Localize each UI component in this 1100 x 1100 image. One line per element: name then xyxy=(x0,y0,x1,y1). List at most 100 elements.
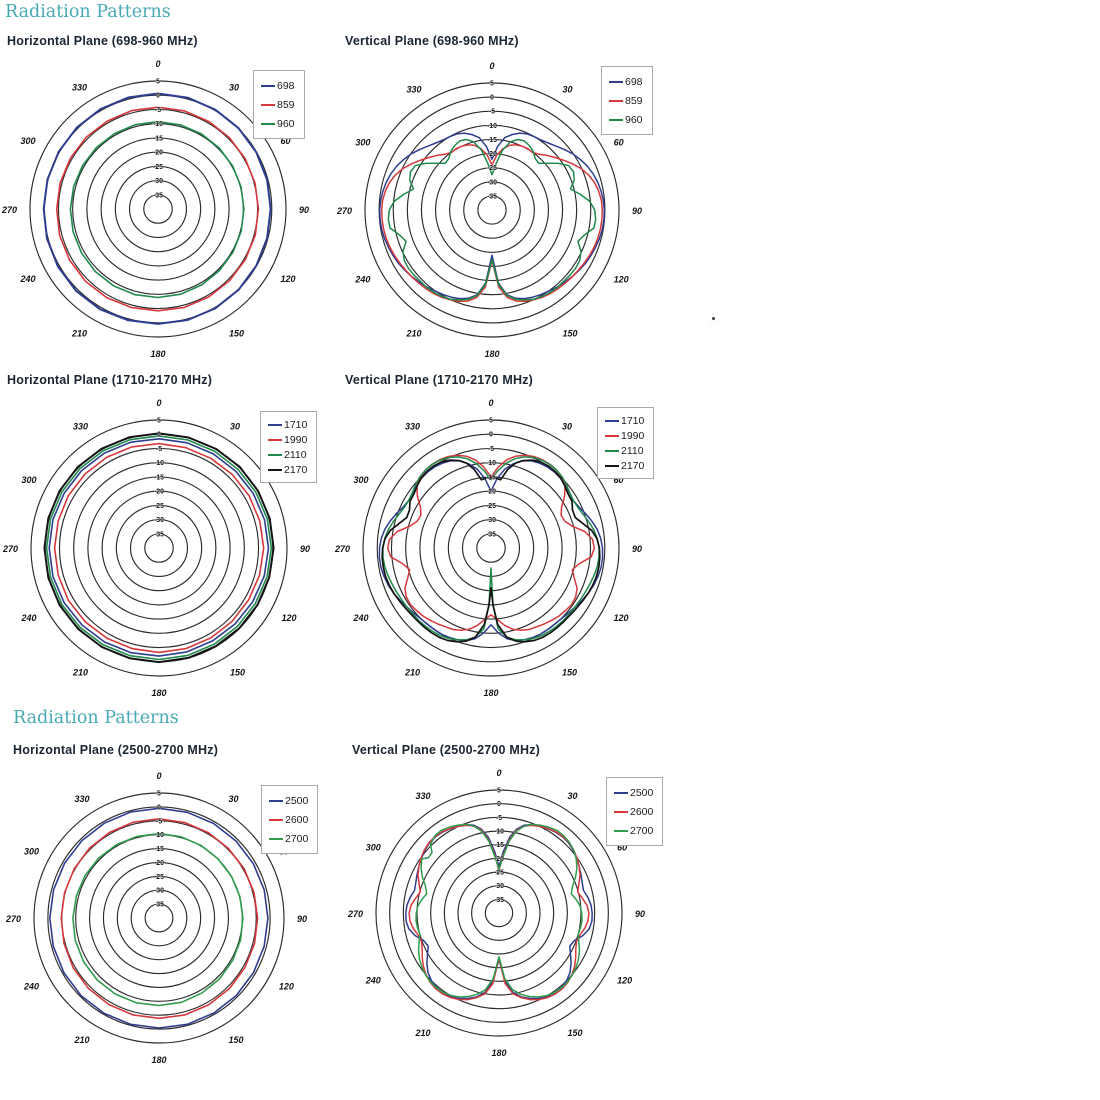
angle-label-60: 60 xyxy=(614,475,624,485)
radial-tick-label: -15 xyxy=(486,474,496,481)
angle-label-180: 180 xyxy=(491,1048,506,1058)
series-2500-curve xyxy=(405,823,593,1000)
legend-label: 2110 xyxy=(621,444,644,457)
legend-label: 2700 xyxy=(285,832,309,845)
angle-label-60: 60 xyxy=(617,843,627,853)
series-960-curve xyxy=(69,120,245,299)
angle-label-330: 330 xyxy=(406,84,421,94)
section-heading-radiation-patterns-1: Radiation Patterns xyxy=(5,2,171,22)
series-1990-curve xyxy=(386,454,596,632)
angle-label-30: 30 xyxy=(230,421,240,431)
angle-label-270: 270 xyxy=(336,206,352,216)
grid-ring xyxy=(87,476,231,620)
polar-plot-horizontal-1710-2170: 50-5-10-15-20-25-30-35030609012015018021… xyxy=(2,398,310,698)
polar-plot-horizontal-698-960: 5 0 -5 -10 -15 -20 -25 -30 -35 0 30 60 90 120 150 180 21… xyxy=(1,59,309,359)
series-2600-curve xyxy=(408,824,590,1001)
angle-label-270: 270 xyxy=(334,544,350,554)
legend-swatch-2700 xyxy=(614,829,628,832)
legend-label: 1990 xyxy=(284,433,308,446)
angle-label-180: 180 xyxy=(483,688,498,698)
legend-swatch-2600 xyxy=(614,810,628,813)
radial-tick-label: -5 xyxy=(155,107,161,114)
angle-label-0: 0 xyxy=(496,768,501,778)
grid-ring xyxy=(449,167,535,253)
angle-label-90: 90 xyxy=(632,544,642,554)
grid-ring xyxy=(471,885,527,941)
legend-item-2110: 2110 xyxy=(268,447,307,462)
grid-ring xyxy=(434,152,550,268)
legend-item-1990: 1990 xyxy=(268,432,307,447)
legend-swatch-2600 xyxy=(269,818,283,821)
legend-label: 698 xyxy=(277,79,295,92)
legend-label: 2170 xyxy=(621,459,645,472)
series-698-curve xyxy=(42,92,272,325)
legend-item-859: 859 xyxy=(609,91,643,110)
angle-label-0: 0 xyxy=(489,61,494,71)
angle-label-120: 120 xyxy=(614,613,629,623)
grid-ring xyxy=(86,137,230,281)
grid-ring xyxy=(57,108,259,310)
radial-tick-label: -25 xyxy=(154,503,164,510)
radial-tick-label: -25 xyxy=(486,503,496,510)
angle-label-90: 90 xyxy=(297,914,307,924)
radial-tick-label: -25 xyxy=(494,870,504,877)
angle-label-210: 210 xyxy=(414,1028,430,1038)
legend-horizontal-2500-2700: 2500 2600 2700 xyxy=(261,785,319,854)
radial-tick-label: -35 xyxy=(494,897,504,904)
angle-label-120: 120 xyxy=(614,275,629,285)
radial-tick-label: -10 xyxy=(154,460,164,467)
legend-swatch-2170 xyxy=(605,464,619,467)
angle-label-210: 210 xyxy=(404,668,420,678)
legend-label: 859 xyxy=(625,94,643,107)
grid-ring xyxy=(30,419,288,677)
legend-swatch-698 xyxy=(261,84,275,87)
radial-tick-label: -20 xyxy=(487,151,497,158)
radial-tick-label: -30 xyxy=(153,178,163,185)
radial-tick-label: -35 xyxy=(154,531,164,538)
radial-tick-label: -5 xyxy=(489,109,495,116)
angle-label-150: 150 xyxy=(562,668,577,678)
radial-tick-label: -5 xyxy=(496,815,502,822)
angle-label-30: 30 xyxy=(562,421,572,431)
grid-ring xyxy=(129,518,189,578)
legend-swatch-2700 xyxy=(269,837,283,840)
radial-tick-label: -35 xyxy=(154,902,164,909)
radial-tick-label: -10 xyxy=(486,460,496,467)
radial-tick-label: -20 xyxy=(154,489,164,496)
grid-ring xyxy=(378,96,606,324)
radial-tick-label: -25 xyxy=(153,164,163,171)
legend-swatch-859 xyxy=(261,103,275,106)
grid-ring xyxy=(390,447,592,649)
grid-ring xyxy=(88,847,230,989)
angle-label-300: 300 xyxy=(353,475,368,485)
radial-tick-label: -10 xyxy=(154,832,164,839)
grid-ring xyxy=(376,433,606,663)
legend-label: 2500 xyxy=(285,794,309,807)
radial-tick-label: -20 xyxy=(494,856,504,863)
angle-label-180: 180 xyxy=(150,349,165,359)
angle-label-150: 150 xyxy=(563,329,578,339)
legend-item-2700: 2700 xyxy=(614,821,653,840)
angle-label-240: 240 xyxy=(23,982,39,992)
legend-swatch-2110 xyxy=(268,453,282,456)
legend-item-1990: 1990 xyxy=(605,428,644,443)
angle-label-180: 180 xyxy=(484,349,499,359)
angle-label-120: 120 xyxy=(279,982,294,992)
grid-ring xyxy=(33,792,285,1044)
section-heading-radiation-patterns-2: Radiation Patterns xyxy=(13,708,179,728)
radial-tick-label: -10 xyxy=(494,829,504,836)
angle-label-150: 150 xyxy=(568,1028,583,1038)
angle-label-150: 150 xyxy=(230,668,245,678)
grid-ring xyxy=(457,871,541,955)
legend-item-2110: 2110 xyxy=(605,443,644,458)
grid-ring xyxy=(73,462,245,634)
angle-label-330: 330 xyxy=(72,82,87,92)
radial-tick-label: -20 xyxy=(486,489,496,496)
angle-label-150: 150 xyxy=(229,1035,244,1045)
grid-ring xyxy=(114,165,202,253)
radial-tick-label: -25 xyxy=(487,165,497,172)
legend-label: 2600 xyxy=(285,813,309,826)
radial-tick-label: -30 xyxy=(154,888,164,895)
radial-tick-label: 0 xyxy=(497,801,501,808)
series-960-curve xyxy=(387,138,597,301)
